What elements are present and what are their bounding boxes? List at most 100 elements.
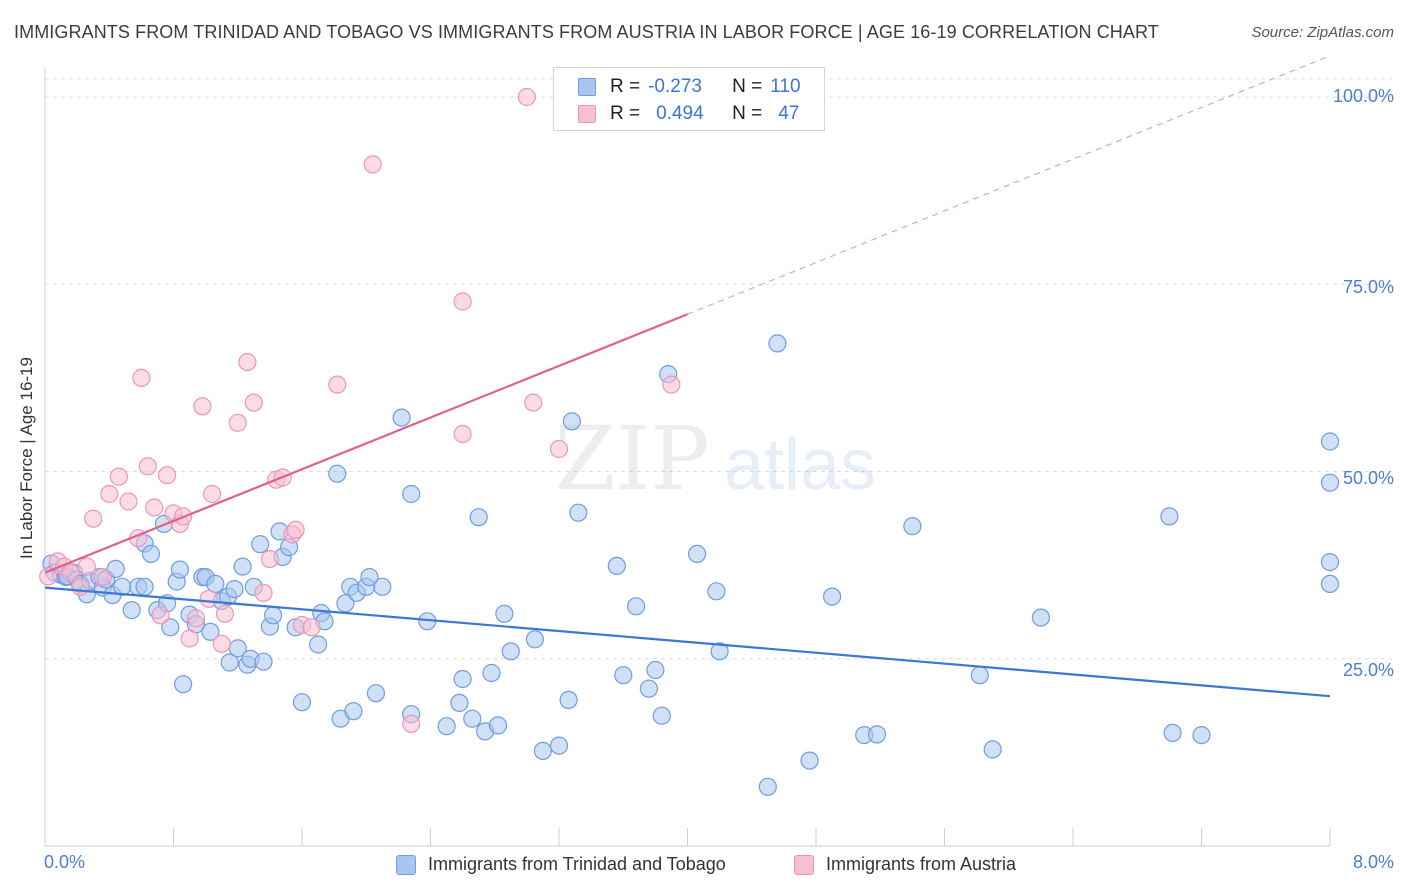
r-value: 0.494 <box>656 103 718 125</box>
point-trinidad <box>984 741 1001 758</box>
point-trinidad <box>294 694 311 711</box>
legend-label: Immigrants from Trinidad and Tobago <box>428 854 726 875</box>
n-value: 110 <box>770 76 800 98</box>
legend-item-trinidad: Immigrants from Trinidad and Tobago <box>396 854 726 875</box>
point-austria <box>72 578 89 595</box>
point-austria <box>85 510 102 527</box>
series-trinidad-points <box>43 335 1339 795</box>
point-trinidad <box>534 742 551 759</box>
point-trinidad <box>329 465 346 482</box>
point-trinidad <box>490 717 507 734</box>
point-trinidad <box>367 685 384 702</box>
point-trinidad <box>1322 554 1339 571</box>
point-trinidad <box>653 707 670 724</box>
point-trinidad <box>1032 609 1049 626</box>
point-austria <box>152 607 169 624</box>
point-trinidad <box>640 680 657 697</box>
point-trinidad <box>502 643 519 660</box>
point-trinidad <box>1161 508 1178 525</box>
point-austria <box>245 394 262 411</box>
point-austria <box>204 486 221 503</box>
legend-item-austria: Immigrants from Austria <box>794 854 1016 875</box>
point-austria <box>120 493 137 510</box>
point-austria <box>194 398 211 415</box>
point-trinidad <box>801 752 818 769</box>
point-trinidad <box>136 578 153 595</box>
point-trinidad <box>708 583 725 600</box>
point-trinidad <box>759 778 776 795</box>
point-austria <box>78 558 95 575</box>
point-austria <box>518 89 535 106</box>
point-austria <box>454 293 471 310</box>
point-trinidad <box>1164 724 1181 741</box>
point-trinidad <box>904 518 921 535</box>
point-trinidad <box>454 671 471 688</box>
point-trinidad <box>496 605 513 622</box>
y-tick-label-75: 75.0% <box>1343 277 1394 298</box>
trend-lines <box>45 56 1330 696</box>
point-trinidad <box>175 676 192 693</box>
legend-swatch-blue <box>578 78 596 96</box>
stats-legend: R = -0.273 N = 110 R = 0.494 N = 47 <box>553 67 825 131</box>
point-trinidad <box>255 653 272 670</box>
point-trinidad <box>647 662 664 679</box>
r-label: R = <box>610 76 640 98</box>
point-trinidad <box>123 602 140 619</box>
point-austria <box>181 630 198 647</box>
point-austria <box>303 619 320 636</box>
point-trinidad <box>252 536 269 553</box>
point-trinidad <box>438 718 455 735</box>
point-trinidad <box>563 413 580 430</box>
point-austria <box>329 376 346 393</box>
point-trinidad <box>608 557 625 574</box>
point-trinidad <box>265 607 282 624</box>
point-trinidad <box>526 631 543 648</box>
point-trinidad <box>403 486 420 503</box>
point-trinidad <box>615 667 632 684</box>
point-trinidad <box>451 694 468 711</box>
point-trinidad <box>483 665 500 682</box>
point-austria <box>133 369 150 386</box>
watermark-atlas: atlas <box>724 425 876 505</box>
point-austria <box>216 605 233 622</box>
point-trinidad <box>824 588 841 605</box>
point-austria <box>261 551 278 568</box>
series-legend: Immigrants from Trinidad and Tobago Immi… <box>0 850 1406 878</box>
point-austria <box>110 468 127 485</box>
point-trinidad <box>464 710 481 727</box>
stats-row-austria: R = 0.494 N = 47 <box>554 101 799 127</box>
point-trinidad <box>143 545 160 562</box>
point-austria <box>255 584 272 601</box>
point-trinidad <box>1322 433 1339 450</box>
point-trinidad <box>769 335 786 352</box>
point-trinidad <box>393 409 410 426</box>
point-trinidad <box>171 561 188 578</box>
y-tick-label-100: 100.0% <box>1333 86 1394 107</box>
point-austria <box>139 458 156 475</box>
y-axis-label: In Labor Force | Age 16-19 <box>17 357 37 559</box>
y-tick-label-25: 25.0% <box>1343 660 1394 681</box>
point-trinidad <box>226 581 243 598</box>
point-austria <box>403 715 420 732</box>
point-trinidad <box>971 667 988 684</box>
point-austria <box>287 521 304 538</box>
point-austria <box>200 590 217 607</box>
point-trinidad <box>1193 727 1210 744</box>
point-austria <box>94 569 111 586</box>
point-trinidad <box>345 703 362 720</box>
stats-row-trinidad: R = -0.273 N = 110 <box>554 74 801 100</box>
point-trinidad <box>470 509 487 526</box>
point-trinidad <box>310 636 327 653</box>
point-trinidad <box>374 578 391 595</box>
point-austria <box>551 441 568 458</box>
point-austria <box>454 426 471 443</box>
legend-swatch-blue <box>396 855 416 875</box>
point-trinidad <box>234 558 251 575</box>
y-tick-label-50: 50.0% <box>1343 468 1394 489</box>
r-label: R = <box>610 103 640 125</box>
r-value: -0.273 <box>648 76 718 98</box>
point-austria <box>188 610 205 627</box>
point-austria <box>525 394 542 411</box>
watermark: ZIP atlas <box>554 407 876 510</box>
